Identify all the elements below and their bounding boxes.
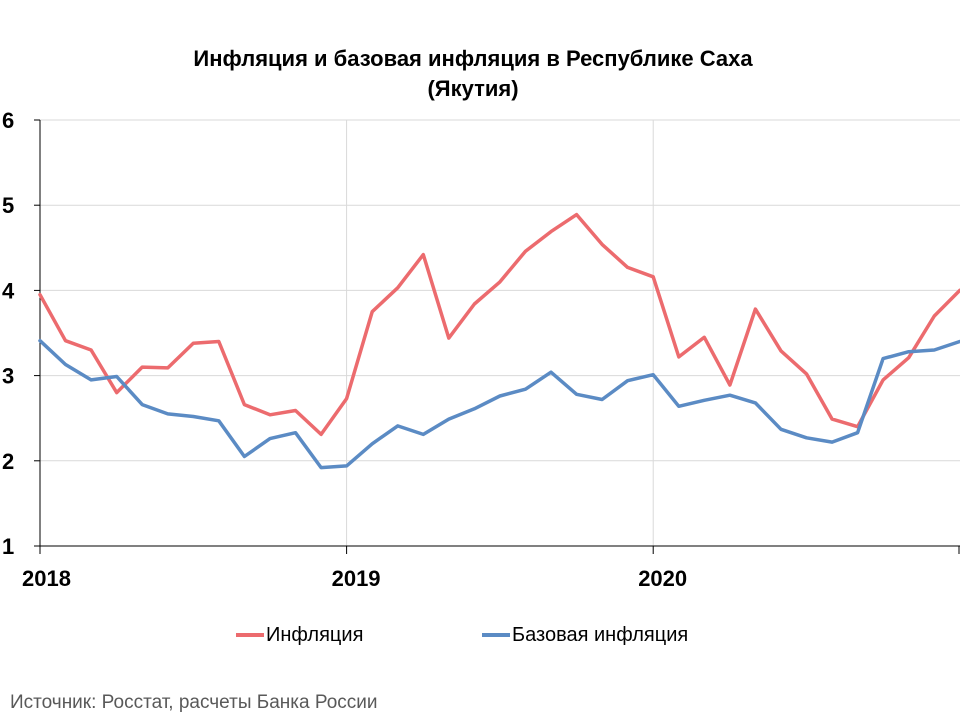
ytick-label-5: 5 bbox=[2, 193, 14, 218]
axes bbox=[34, 119, 960, 554]
ytick-label-2: 2 bbox=[2, 449, 14, 474]
legend-item-inflation: Инфляция bbox=[236, 620, 363, 650]
source-note: Источник: Росстат, расчеты Банка России bbox=[10, 692, 378, 713]
legend: Инфляция Базовая инфляция bbox=[0, 620, 960, 650]
y-tick-labels: 1 2 3 4 5 6 bbox=[2, 108, 15, 559]
legend-label-inflation: Инфляция bbox=[266, 623, 364, 646]
ytick-label-1: 1 bbox=[2, 534, 14, 559]
series-line-inflation bbox=[38, 212, 960, 437]
chart-title: Инфляция и базовая инфляция в Республике… bbox=[0, 44, 946, 104]
legend-item-core-inflation: Базовая инфляция bbox=[482, 620, 688, 650]
ytick-label-4: 4 bbox=[2, 278, 15, 303]
chart-title-line2: (Якутия) bbox=[427, 76, 519, 101]
legend-swatch-core-inflation bbox=[482, 633, 510, 637]
legend-label-core-inflation: Базовая инфляция bbox=[512, 623, 689, 646]
series-lines bbox=[38, 212, 960, 470]
ytick-label-6: 6 bbox=[2, 108, 14, 133]
gridlines bbox=[40, 119, 960, 546]
ytick-label-3: 3 bbox=[2, 364, 14, 389]
legend-swatch-inflation bbox=[236, 633, 264, 637]
xtick-label-2019: 2019 bbox=[332, 566, 381, 591]
line-chart: 1 2 3 4 5 6 2018 2019 2020 bbox=[2, 108, 960, 591]
xtick-label-2020: 2020 bbox=[638, 566, 687, 591]
chart-title-line1: Инфляция и базовая инфляция в Республике… bbox=[193, 46, 753, 71]
series-line-core-inflation bbox=[38, 338, 960, 470]
x-tick-labels: 2018 2019 2020 bbox=[22, 566, 687, 591]
xtick-label-2018: 2018 bbox=[22, 566, 71, 591]
